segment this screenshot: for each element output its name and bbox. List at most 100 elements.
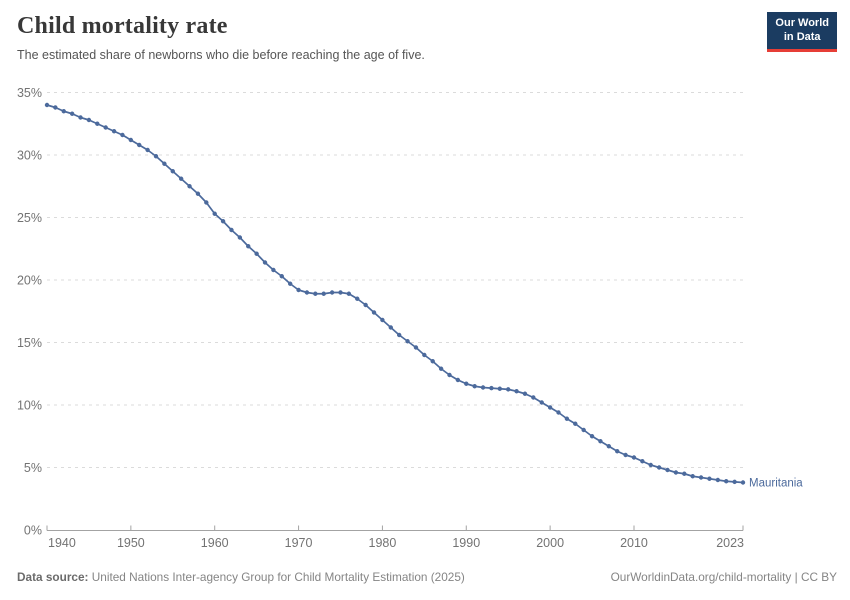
data-point-marker[interactable] (229, 227, 234, 233)
data-point-marker[interactable] (598, 439, 603, 444)
data-point-marker[interactable] (296, 287, 301, 293)
y-axis-tick-label: 10% (17, 399, 42, 413)
data-point-marker[interactable] (321, 291, 326, 296)
data-point-marker[interactable] (178, 176, 184, 181)
data-point-marker[interactable] (698, 475, 704, 480)
data-point-marker[interactable] (153, 154, 159, 159)
data-point-marker[interactable] (396, 332, 402, 338)
data-point-marker[interactable] (740, 480, 746, 485)
owid-logo[interactable]: Our World in Data (767, 12, 837, 52)
data-point-marker[interactable] (69, 111, 75, 116)
data-point-marker[interactable] (631, 455, 637, 460)
data-point-marker[interactable] (640, 459, 645, 464)
data-point-marker[interactable] (480, 385, 486, 390)
data-point-marker[interactable] (371, 310, 377, 315)
data-point-marker[interactable] (128, 137, 134, 143)
data-point-marker[interactable] (564, 416, 570, 421)
data-point-marker[interactable] (246, 244, 251, 249)
data-point-marker[interactable] (380, 317, 385, 323)
data-point-marker[interactable] (204, 200, 209, 205)
footer-link[interactable]: OurWorldinData.org/child-mortality | CC … (610, 570, 837, 584)
data-point-marker[interactable] (363, 302, 368, 308)
data-point-marker[interactable] (279, 274, 284, 279)
x-axis-tick-label: 1970 (285, 536, 313, 550)
data-point-marker[interactable] (44, 102, 50, 108)
data-point-marker[interactable] (78, 115, 83, 120)
data-point-marker[interactable] (707, 476, 712, 481)
data-point-marker[interactable] (522, 391, 528, 396)
data-point-marker[interactable] (506, 387, 511, 392)
data-point-marker[interactable] (422, 352, 427, 358)
data-point-marker[interactable] (195, 191, 201, 196)
page-title: Child mortality rate (17, 13, 228, 39)
data-point-marker[interactable] (623, 452, 628, 458)
x-axis-tick-label: 1940 (48, 536, 76, 550)
data-point-marker[interactable] (447, 372, 452, 378)
y-axis-tick-label: 25% (17, 211, 42, 225)
data-point-marker[interactable] (413, 345, 419, 350)
data-point-marker[interactable] (539, 400, 544, 405)
data-point-marker[interactable] (724, 479, 729, 484)
data-point-marker[interactable] (455, 377, 461, 383)
data-point-marker[interactable] (212, 211, 217, 216)
data-point-marker[interactable] (95, 121, 100, 126)
data-point-marker[interactable] (61, 109, 66, 114)
data-point-marker[interactable] (170, 169, 175, 174)
data-point-marker[interactable] (690, 474, 695, 479)
data-point-marker[interactable] (514, 389, 519, 394)
data-point-marker[interactable] (405, 339, 410, 344)
data-point-marker[interactable] (589, 434, 595, 439)
data-point-marker[interactable] (313, 291, 318, 296)
data-point-marker[interactable] (271, 267, 276, 273)
data-point-marker[interactable] (338, 290, 343, 295)
data-point-marker[interactable] (573, 421, 578, 426)
data-point-marker[interactable] (137, 142, 142, 148)
data-point-marker[interactable] (145, 147, 150, 153)
data-point-marker[interactable] (581, 427, 586, 433)
series-line[interactable] (46, 104, 744, 484)
x-axis-tick-label: 1960 (201, 536, 229, 550)
data-point-marker[interactable] (346, 291, 352, 296)
data-point-marker[interactable] (682, 471, 687, 476)
x-axis-tick-label: 2000 (536, 536, 564, 550)
data-point-marker[interactable] (732, 479, 737, 485)
data-point-marker[interactable] (438, 366, 444, 371)
data-point-marker[interactable] (86, 117, 92, 123)
data-point-marker[interactable] (220, 219, 226, 224)
data-point-marker[interactable] (472, 384, 477, 389)
data-point-marker[interactable] (464, 381, 469, 386)
data-point-marker[interactable] (615, 449, 620, 454)
data-point-marker[interactable] (187, 184, 192, 189)
data-point-marker[interactable] (648, 462, 653, 468)
data-point-marker[interactable] (329, 290, 335, 295)
data-point-marker[interactable] (53, 105, 58, 110)
data-point-marker[interactable] (120, 132, 125, 138)
data-point-marker[interactable] (287, 281, 293, 286)
y-axis-tick-label: 30% (17, 149, 42, 163)
data-point-marker[interactable] (355, 296, 360, 301)
data-point-marker[interactable] (262, 260, 268, 265)
chart-header: Child mortality rate The estimated share… (17, 12, 757, 62)
x-axis-tick-label: 2010 (620, 536, 648, 550)
data-point-marker[interactable] (162, 161, 167, 166)
data-point-marker[interactable] (606, 444, 612, 449)
data-point-marker[interactable] (497, 386, 503, 391)
data-point-marker[interactable] (656, 465, 662, 470)
x-axis-tick-label: 2023 (716, 536, 744, 550)
data-point-marker[interactable] (254, 251, 259, 256)
data-point-marker[interactable] (673, 470, 679, 475)
data-point-marker[interactable] (304, 290, 310, 295)
y-axis-tick-label: 5% (24, 461, 42, 475)
data-point-marker[interactable] (715, 477, 721, 483)
data-point-marker[interactable] (388, 325, 394, 330)
data-point-marker[interactable] (531, 395, 536, 400)
data-point-marker[interactable] (237, 235, 243, 240)
data-point-marker[interactable] (547, 405, 553, 410)
data-point-marker[interactable] (489, 385, 494, 391)
data-point-marker[interactable] (430, 359, 435, 364)
data-point-marker[interactable] (111, 129, 117, 134)
data-point-marker[interactable] (665, 467, 670, 473)
data-point-marker[interactable] (103, 125, 108, 130)
data-point-marker[interactable] (556, 410, 561, 415)
